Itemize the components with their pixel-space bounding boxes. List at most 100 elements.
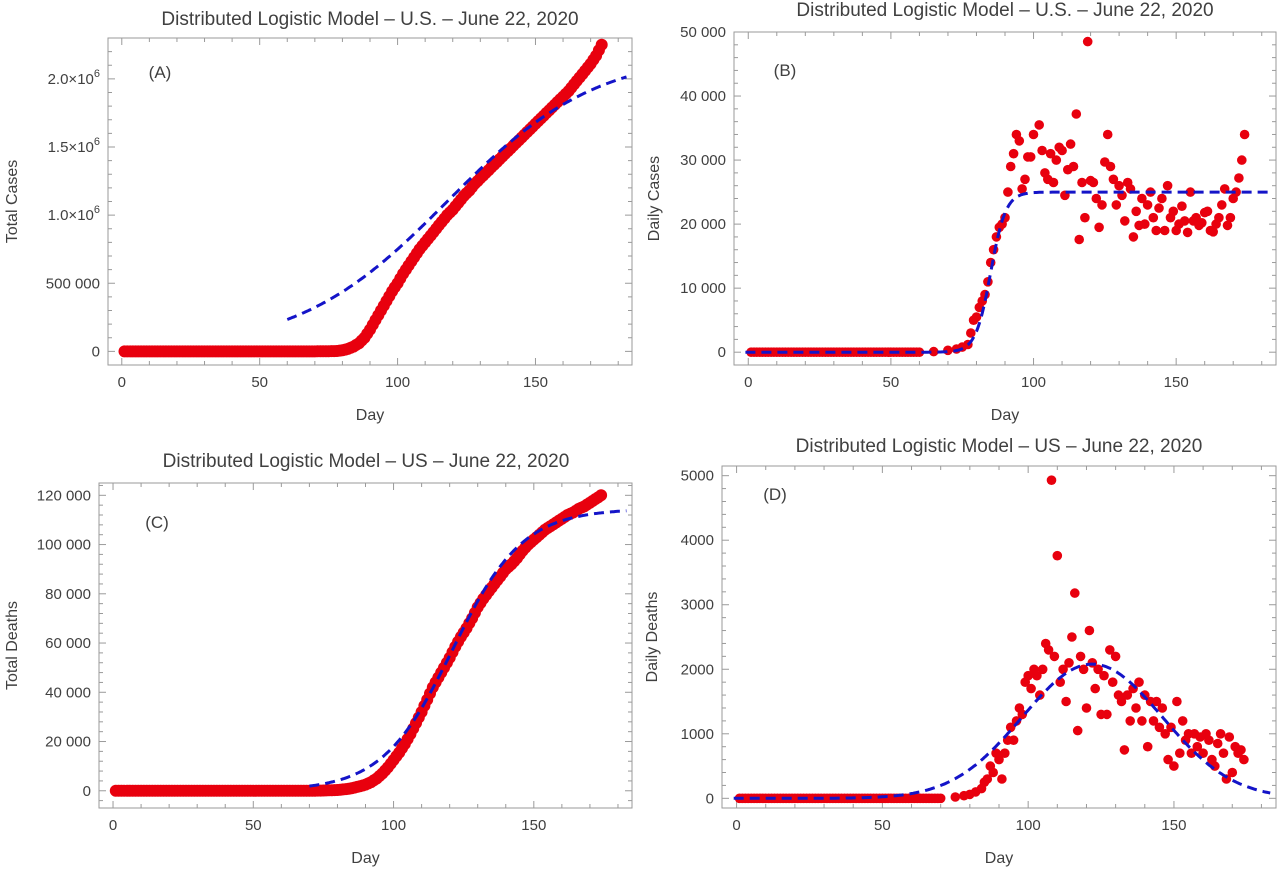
data-point: [994, 754, 1004, 765]
data-point: [1140, 219, 1150, 229]
data-point: [1234, 173, 1244, 183]
data-point: [1192, 741, 1203, 752]
x-tick-label: 0: [109, 817, 117, 834]
y-tick-label: 5000: [681, 468, 714, 485]
data-point: [914, 347, 925, 358]
data-point: [1128, 232, 1139, 242]
data-point: [1160, 729, 1170, 739]
data-point: [1163, 754, 1173, 765]
data-point: [1239, 129, 1250, 140]
y-tick-label: 0: [83, 783, 91, 800]
x-tick-label: 150: [523, 374, 548, 391]
panel-label: (D): [763, 485, 787, 504]
data-point: [1119, 745, 1130, 755]
data-point: [971, 312, 982, 322]
y-tick-label: 80 000: [45, 586, 91, 603]
chart-panel-a: 0 50 100 150 0 500 000 1.0×106 1.5×106 2.0×106 Di…: [4, 9, 633, 424]
data-point: [1142, 200, 1153, 210]
data-point: [1080, 212, 1090, 223]
data-point: [1064, 658, 1074, 668]
plot-frame: [733, 31, 1277, 366]
data-point: [1049, 651, 1060, 662]
data-point: [1061, 696, 1071, 707]
y-tick-label: 2.0×106: [48, 68, 100, 88]
data-point: [1148, 212, 1159, 223]
x-axis-label: Day: [991, 407, 1019, 424]
data-point: [1186, 748, 1197, 758]
data-point: [1005, 722, 1016, 733]
data-point: [1137, 193, 1147, 204]
data-point: [1198, 748, 1208, 758]
y-axis-label: Daily Deaths: [644, 592, 661, 683]
data-point: [997, 774, 1007, 784]
x-tick-label: 50: [874, 817, 891, 834]
chart-title: Distributed Logistic Model – U.S. – June…: [161, 9, 578, 30]
chart-panel-b: 0 50 100 150 0 10 000 20 000 30 000 40 000 50 000…: [646, 0, 1277, 424]
y-axis-label: Total Cases: [4, 160, 21, 244]
data-point: [1074, 234, 1084, 245]
x-tick-label: 50: [245, 817, 262, 834]
data-point: [1034, 120, 1044, 130]
data-point: [1005, 161, 1016, 172]
data-point: [1111, 200, 1122, 210]
data-point: [1099, 670, 1109, 681]
data-point: [1236, 745, 1246, 755]
data-point: [1105, 645, 1115, 655]
data-point: [1110, 651, 1121, 662]
data-point: [1218, 748, 1229, 758]
data-point: [1179, 216, 1190, 226]
data-series: [109, 489, 608, 797]
data-point: [1107, 677, 1118, 687]
data-point: [1043, 645, 1054, 655]
panel-label: (B): [774, 61, 797, 80]
data-point: [1108, 174, 1119, 185]
data-point: [1020, 174, 1030, 185]
data-point: [1162, 180, 1173, 191]
data-point: [1052, 550, 1063, 561]
model-curve: [309, 509, 627, 788]
data-point: [1028, 129, 1039, 140]
data-point: [1212, 738, 1223, 749]
data-point: [1065, 139, 1076, 149]
data-point: [1090, 683, 1100, 694]
y-tick-label: 30 000: [680, 152, 726, 169]
data-point: [1157, 703, 1168, 713]
data-point: [1148, 716, 1159, 726]
data-point: [1025, 152, 1036, 162]
data-series: [746, 36, 1250, 358]
x-tick-label: 150: [1164, 374, 1189, 391]
x-axis-label: Day: [985, 850, 1013, 867]
data-point: [1075, 651, 1086, 662]
data-point: [1116, 696, 1127, 707]
y-tick-label: 0: [706, 790, 714, 807]
data-point: [1000, 748, 1010, 758]
data-point: [1102, 129, 1113, 140]
data-point: [1067, 632, 1077, 642]
data-point: [1081, 703, 1092, 713]
data-point: [1058, 664, 1068, 675]
y-tick-label: 0: [718, 344, 726, 361]
data-point: [1037, 145, 1047, 156]
panel-label: (A): [149, 63, 172, 82]
data-point: [1077, 177, 1087, 188]
x-tick-label: 150: [521, 817, 546, 834]
y-tick-label: 3000: [681, 597, 714, 614]
data-point: [1172, 696, 1182, 707]
data-point: [1227, 767, 1238, 778]
data-point: [1237, 155, 1247, 165]
data-point: [1023, 670, 1033, 681]
data-point: [1168, 206, 1179, 217]
y-tick-label: 2000: [681, 661, 714, 678]
data-series: [118, 38, 608, 358]
data-point: [1239, 754, 1249, 765]
data-point: [943, 345, 953, 356]
data-point: [1072, 725, 1083, 736]
data-point: [1215, 729, 1226, 739]
data-point: [1094, 222, 1104, 233]
y-tick-label: 4000: [681, 532, 714, 549]
data-point: [1026, 683, 1036, 694]
data-point: [1175, 748, 1185, 758]
data-point: [1224, 732, 1235, 742]
